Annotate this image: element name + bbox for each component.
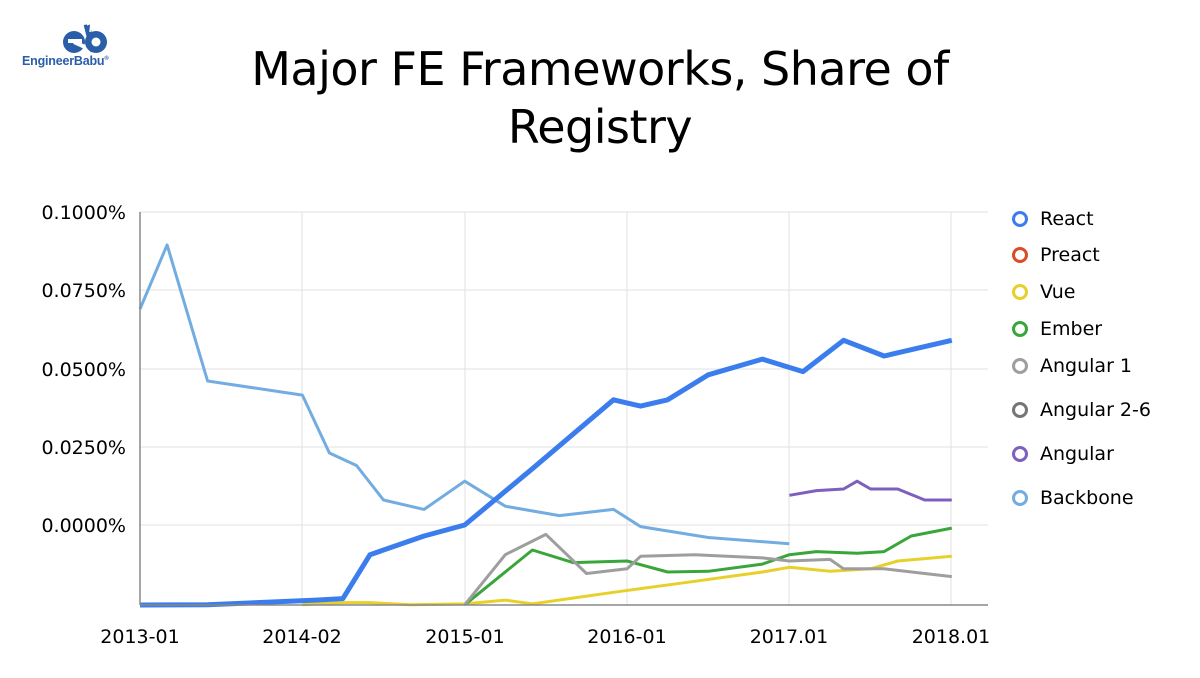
x-tick-label: 2014-02 — [262, 626, 341, 648]
y-tick-label: 0.0500% — [41, 359, 126, 381]
legend-circle-icon — [1012, 358, 1028, 374]
legend-circle-icon — [1012, 446, 1028, 462]
chart-title-line-1: Major FE Frameworks, Share of — [251, 42, 949, 96]
series-line-backbone — [138, 243, 790, 546]
legend-circle-icon — [1012, 490, 1028, 506]
legend-circle-icon — [1012, 284, 1028, 300]
chart-title-line-2: Registry — [507, 100, 693, 154]
legend-label: Angular — [1040, 443, 1114, 465]
legend-label: Preact — [1040, 244, 1100, 266]
legend-circle-icon — [1012, 321, 1028, 337]
engineerbabu-logo-mark-icon — [63, 22, 107, 53]
chart-gridlines — [140, 211, 988, 605]
legend-item-angular-2-6[interactable]: Angular 2-6 — [1012, 399, 1151, 421]
legend-item-backbone[interactable]: Backbone — [1012, 487, 1134, 509]
legend-circle-icon — [1012, 211, 1028, 227]
chart-series — [138, 243, 953, 608]
legend-item-angular-1[interactable]: Angular 1 — [1012, 355, 1132, 377]
legend-label: Vue — [1040, 281, 1076, 303]
x-tick-label: 2017.01 — [750, 626, 829, 648]
legend-item-react[interactable]: React — [1012, 208, 1094, 230]
legend-item-ember[interactable]: Ember — [1012, 318, 1102, 340]
brand-name: EngineerBabu® — [22, 54, 109, 68]
chart-title: Major FE Frameworks, Share of Registry — [150, 40, 1050, 156]
legend-item-vue[interactable]: Vue — [1012, 281, 1075, 303]
chart-axes — [139, 212, 988, 606]
y-tick-label: 0.0750% — [41, 280, 126, 302]
legend-label: React — [1040, 208, 1094, 230]
series-line-react — [139, 337, 953, 608]
y-tick-label: 0.1000% — [41, 202, 126, 224]
legend-item-preact[interactable]: Preact — [1012, 244, 1100, 266]
y-tick-label: 0.0250% — [41, 437, 126, 459]
registered-mark: ® — [104, 55, 109, 62]
brand-name-text: EngineerBabu — [22, 54, 105, 68]
x-axis-tick-labels: 2013-01 2014-02 2015-01 2016-01 2017.01 2018.… — [100, 626, 990, 648]
brand-logo: EngineerBabu® — [18, 18, 109, 78]
legend-label: Ember — [1040, 318, 1103, 340]
legend-label: Backbone — [1040, 487, 1134, 509]
series-line-angular-1 — [463, 532, 952, 606]
legend-circle-icon — [1012, 402, 1028, 418]
x-tick-label: 2016-01 — [587, 626, 666, 648]
x-tick-label: 2015-01 — [425, 626, 504, 648]
y-axis-tick-labels: 0.1000% 0.0750% 0.0500% 0.0250% 0.0000% — [41, 202, 126, 537]
series-line-angular — [789, 479, 952, 502]
series-line-ember — [463, 526, 953, 606]
legend-label: Angular 2-6 — [1040, 399, 1151, 421]
x-tick-label: 2013-01 — [100, 626, 179, 648]
x-tick-label: 2018.01 — [912, 626, 991, 648]
y-tick-label: 0.0000% — [41, 515, 126, 537]
legend-item-angular[interactable]: Angular — [1012, 443, 1114, 465]
legend-circle-icon — [1012, 247, 1028, 263]
legend-label: Angular 1 — [1040, 355, 1133, 377]
